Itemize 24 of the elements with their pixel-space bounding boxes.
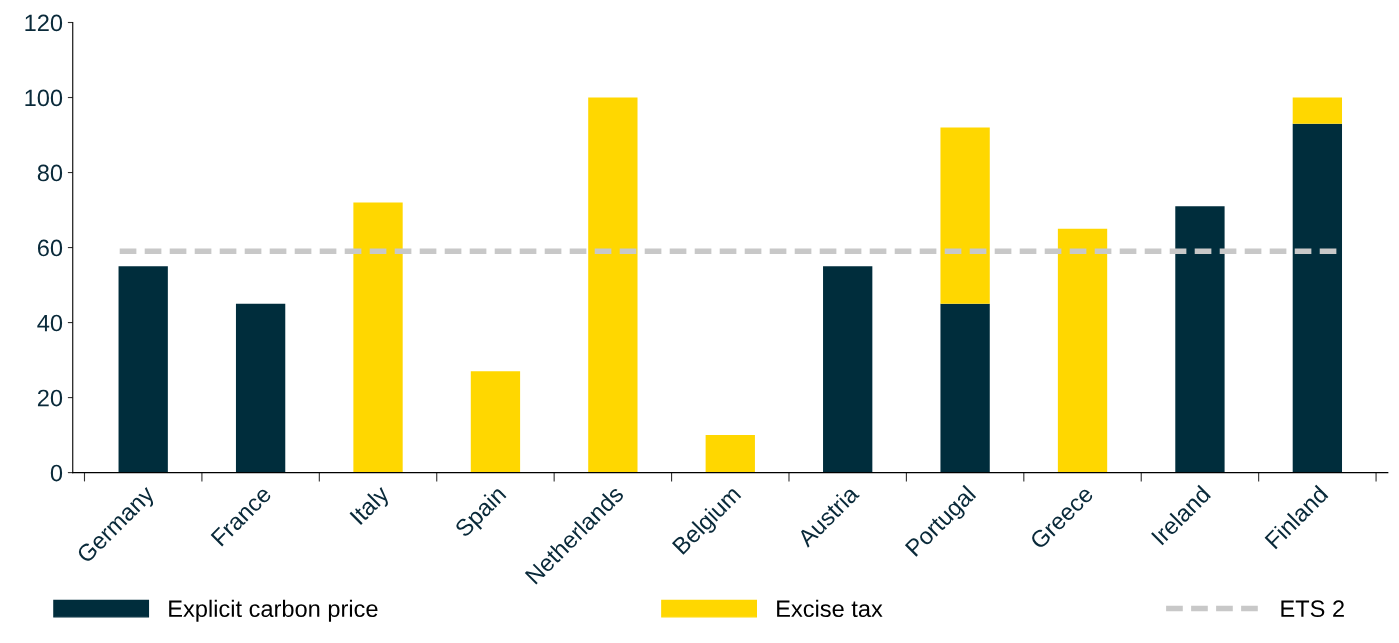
y-tick-label: 60	[37, 239, 63, 257]
legend-label: Excise tax	[777, 599, 883, 618]
bar	[1292, 97, 1343, 124]
legend-label: Explicit carbon price	[169, 599, 378, 622]
x-tick-label: Italy	[348, 483, 394, 529]
bar	[235, 303, 286, 473]
y-tick-label: 20	[37, 389, 63, 407]
bar	[1175, 206, 1225, 473]
bar	[118, 266, 168, 473]
bar	[1292, 123, 1343, 473]
y-tick-label: 120	[25, 14, 63, 32]
bar	[940, 303, 990, 473]
y-tick-label: 40	[37, 314, 63, 332]
bar	[940, 127, 990, 304]
bar	[1057, 228, 1108, 473]
bar	[470, 371, 521, 473]
y-tick-label: 80	[37, 164, 63, 182]
legend-label: ETS 2	[1281, 600, 1344, 618]
y-tick-label: 100	[25, 89, 63, 107]
bar	[353, 202, 403, 473]
bar	[705, 435, 755, 473]
bar	[823, 266, 873, 473]
y-tick-label: 0	[50, 464, 63, 482]
bar	[588, 97, 638, 473]
